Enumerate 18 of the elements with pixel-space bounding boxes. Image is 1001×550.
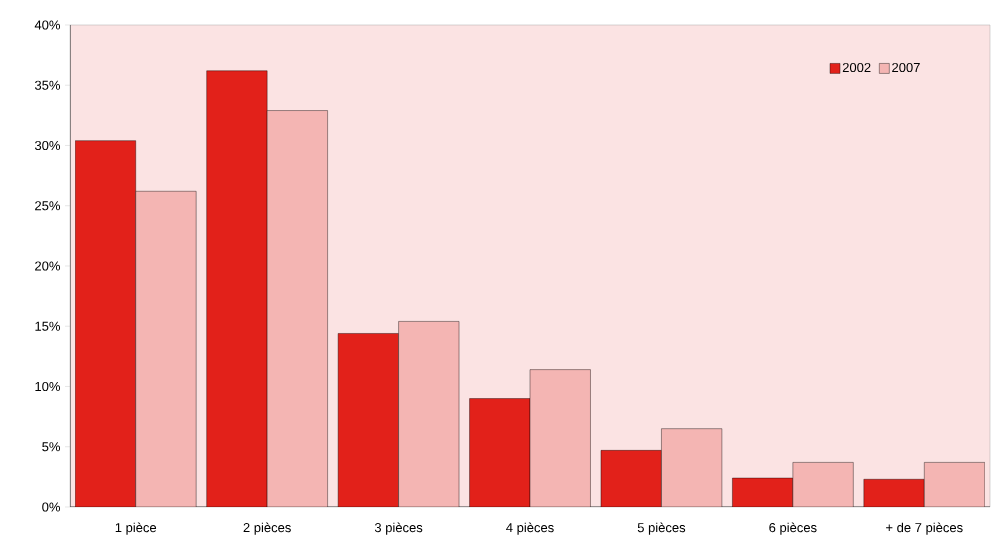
x-tick-label: 6 pièces: [769, 522, 817, 535]
y-tick-label: 35%: [34, 80, 61, 90]
legend-label: 2007: [892, 62, 920, 73]
y-tick-label: 10%: [35, 381, 61, 392]
y-tick-label: 40%: [34, 20, 61, 30]
x-tick-label: 5 pièces: [637, 522, 686, 535]
y-tick-label: 20%: [35, 261, 61, 271]
legend-label: 2002: [842, 62, 871, 73]
y-tick-label: 0%: [42, 502, 61, 512]
x-tick-label: + de 7 pièces: [886, 522, 963, 535]
y-tick-label: 30%: [34, 140, 61, 151]
x-tick-label: 3 pièces: [374, 522, 423, 535]
x-tick-label: 2 pièces: [243, 522, 291, 535]
y-tick-label: 15%: [35, 321, 61, 331]
x-tick-label: 1 pièce: [115, 522, 157, 535]
x-tick-label: 4 pièces: [506, 522, 554, 535]
y-tick-label: 5%: [42, 442, 61, 452]
y-tick-label: 25%: [35, 201, 61, 211]
